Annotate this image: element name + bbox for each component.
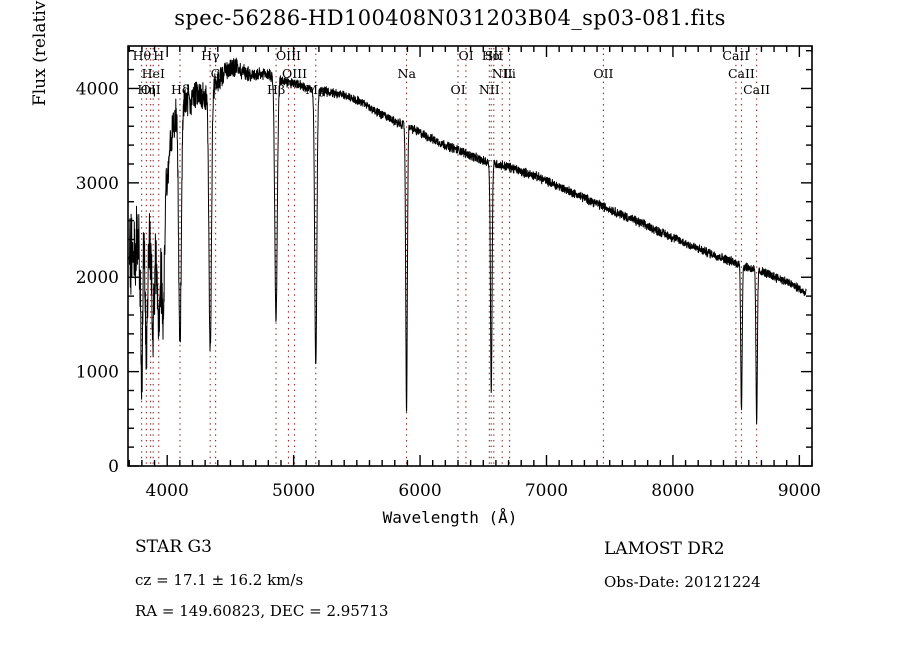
line-label-h: Hη bbox=[137, 82, 156, 97]
axis-frame bbox=[127, 45, 813, 467]
x-axis-label: Wavelength (Å) bbox=[382, 508, 518, 527]
survey-label: LAMOST DR2 bbox=[604, 539, 725, 559]
page-title: spec-56286-HD100408N031203B04_sp03-081.f… bbox=[174, 6, 726, 30]
line-label-sii: SII bbox=[484, 48, 504, 63]
line-label-hei: HeI bbox=[141, 66, 165, 81]
line-label-h: H bbox=[153, 48, 165, 63]
svg-text:4000: 4000 bbox=[146, 481, 189, 501]
svg-text:6000: 6000 bbox=[398, 481, 441, 501]
svg-text:2000: 2000 bbox=[76, 268, 119, 288]
line-label-h: Hβ bbox=[267, 82, 286, 97]
obs-date-label: Obs-Date: 20121224 bbox=[604, 573, 761, 591]
line-label-h: Hθ bbox=[132, 48, 152, 63]
line-label-mg: Mg bbox=[305, 82, 327, 97]
svg-text:1000: 1000 bbox=[76, 363, 119, 383]
line-label-caii: CaII bbox=[722, 48, 750, 63]
svg-text:5000: 5000 bbox=[272, 481, 315, 501]
line-label-h: Hδ bbox=[170, 82, 190, 97]
line-label-h: Hγ bbox=[201, 48, 220, 63]
line-label-caii: CaII bbox=[743, 82, 771, 97]
line-label-g: G bbox=[210, 66, 221, 81]
line-label-oii: OII bbox=[140, 82, 161, 97]
line-label-nii: NII bbox=[478, 82, 500, 97]
redshift-velocity-label: cz = 17.1 ± 16.2 km/s bbox=[135, 571, 304, 589]
object-type-label: STAR G3 bbox=[135, 537, 212, 557]
svg-text:7000: 7000 bbox=[525, 481, 568, 501]
svg-text:8000: 8000 bbox=[651, 481, 694, 501]
svg-text:3000: 3000 bbox=[76, 174, 119, 194]
line-marker-guides bbox=[141, 48, 758, 466]
line-label-nii: NII bbox=[491, 66, 513, 81]
svg-text:9000: 9000 bbox=[778, 481, 821, 501]
spectrum-trace bbox=[128, 57, 807, 425]
line-label-na: Na bbox=[397, 66, 416, 81]
line-label-h: Hα bbox=[481, 48, 502, 63]
svg-text:0: 0 bbox=[108, 457, 119, 477]
line-label-oiii: OIII bbox=[275, 48, 301, 63]
line-label-oii: OII bbox=[593, 66, 614, 81]
line-label-oiii: OIII bbox=[282, 66, 308, 81]
line-label-oi: OI bbox=[458, 48, 474, 63]
svg-text:4000: 4000 bbox=[76, 79, 119, 99]
line-label-caii: CaII bbox=[727, 66, 755, 81]
coordinates-label: RA = 149.60823, DEC = 2.95713 bbox=[135, 602, 389, 620]
axis-ticks bbox=[128, 46, 813, 467]
line-label-oi: OI bbox=[450, 82, 466, 97]
axis-tick-labels: 4000 5000 6000 7000 8000 9000 0 1000 2000 3000 400… bbox=[76, 79, 821, 501]
line-label-li: Li bbox=[503, 66, 516, 81]
